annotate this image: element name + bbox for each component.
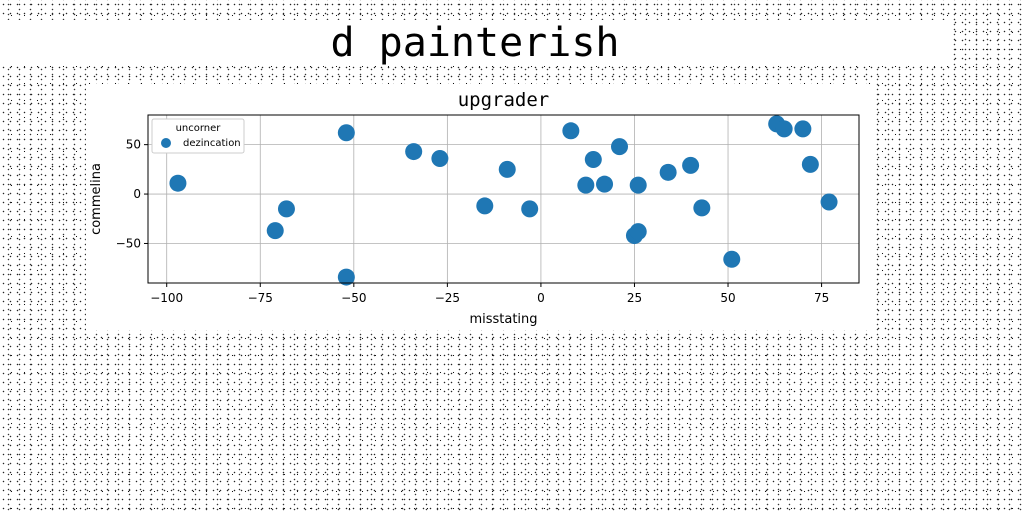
x-axis-label: misstating	[469, 312, 537, 327]
data-point	[476, 197, 494, 215]
y-tick-label: −50	[116, 236, 141, 250]
data-point	[682, 156, 700, 174]
legend-marker	[161, 138, 171, 148]
data-point	[498, 160, 516, 178]
data-point	[611, 138, 629, 156]
data-point	[337, 124, 355, 142]
data-point	[596, 175, 614, 193]
x-tick-label: 75	[814, 291, 829, 305]
data-point	[577, 176, 595, 194]
y-tick-label: 50	[126, 138, 141, 152]
data-point	[794, 120, 812, 138]
data-point	[820, 193, 838, 211]
x-tick-label: −25	[435, 291, 460, 305]
data-point	[629, 176, 647, 194]
data-point	[693, 199, 711, 217]
axes-frame	[147, 114, 860, 284]
x-tick-label: −75	[248, 291, 273, 305]
x-tick-label: 50	[720, 291, 735, 305]
x-tick-label: −50	[341, 291, 366, 305]
data-point	[801, 155, 819, 173]
data-point	[659, 163, 677, 181]
y-tick-label: 0	[133, 187, 141, 201]
data-point	[266, 222, 284, 240]
x-tick-label: 25	[627, 291, 642, 305]
data-point	[337, 268, 355, 286]
plot-area	[148, 115, 859, 283]
chart-title: upgrader	[458, 89, 550, 111]
legend-entry-label: dezincation	[183, 138, 241, 149]
data-point	[277, 200, 295, 218]
data-point	[169, 174, 187, 192]
figure-suptitle-text: d painterish	[324, 20, 626, 66]
data-point	[584, 150, 602, 168]
data-point	[562, 122, 580, 140]
data-point	[629, 223, 647, 241]
data-point	[405, 143, 423, 161]
data-point	[775, 120, 793, 138]
legend-title: uncorner	[176, 123, 222, 134]
figure-suptitle: d painterish	[0, 20, 950, 66]
legend-box	[151, 118, 245, 154]
y-axis-label: commelina	[89, 163, 104, 235]
x-tick-label: −100	[150, 291, 183, 305]
data-point	[723, 250, 741, 268]
data-point	[521, 200, 539, 218]
data-point	[431, 149, 449, 167]
x-tick-label: 0	[537, 291, 545, 305]
